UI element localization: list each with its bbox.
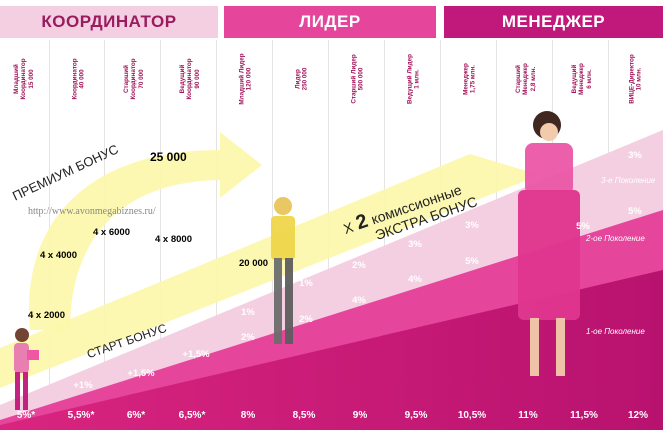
gen3-percent: 3% [628, 150, 642, 161]
deep-band [0, 270, 663, 430]
bonus-4x2000: 4 x 2000 [28, 310, 65, 321]
rank-label: Старший Лидер 500 000 [350, 54, 365, 104]
bonus-20000: 20 000 [239, 258, 269, 269]
yellow-band [0, 154, 540, 388]
woman-figure-right [518, 111, 580, 376]
gen2-percent: 3% [465, 220, 479, 231]
second-generation-label: 2-ое Поколение [586, 234, 645, 243]
gen2-percent: 1% [241, 307, 255, 318]
gen2-percent: 3% [408, 239, 422, 250]
base-percent: 5,5%* [67, 410, 95, 421]
base-percent: 10,5% [457, 410, 487, 421]
plus-bonus: +1% [73, 380, 93, 391]
bonus-4x6000: 4 x 6000 [93, 227, 130, 238]
gen1-percent: 4% [352, 295, 366, 306]
header-coordinator: КООРДИНАТОР [0, 6, 218, 38]
woman-figure-middle [271, 197, 295, 344]
base-percent: 11% [518, 410, 538, 421]
woman-figure-left [14, 328, 39, 410]
header-manager-label: МЕНЕДЖЕР [501, 12, 606, 31]
bonus-25000: 25 000 [150, 150, 187, 164]
base-percent: 8,5% [292, 410, 316, 421]
third-generation-label: 3-е Поколение [601, 176, 656, 185]
gen1-percent: 5% [465, 256, 479, 267]
header-manager: МЕНЕДЖЕР [444, 6, 663, 38]
rank-label: Ведущий Координатор 90 000 [178, 58, 201, 100]
base-percent: 6%* [126, 410, 146, 421]
bonus-4x8000: 4 x 8000 [155, 234, 192, 245]
base-percent: 12% [627, 410, 648, 421]
base-percent: 8% [240, 410, 256, 421]
column-divider [160, 40, 161, 430]
header-leader: ЛИДЕР [224, 6, 436, 38]
extra-bonus-number: 2 [353, 209, 371, 235]
gen2-percent: 5% [628, 206, 642, 217]
rank-label: Младший Лидер 120 000 [238, 53, 253, 105]
plus-bonus: +1,5% [127, 368, 155, 379]
gen1-percent: 2% [241, 332, 255, 343]
base-percent: 5%* [16, 410, 36, 421]
header-coordinator-label: КООРДИНАТОР [41, 12, 177, 31]
rank-label: Координатор 40 000 [71, 58, 86, 100]
rank-label: Лидер 250 000 [294, 67, 309, 91]
base-percent: 9,5% [404, 410, 428, 421]
rank-label: Младший Координатор 15 000 [12, 58, 35, 100]
rank-label: Менеджер 1,75 млн. [462, 63, 477, 95]
gen2-percent: 1% [299, 278, 313, 289]
base-percent: 6,5%* [178, 410, 206, 421]
rank-label: Старший Координатор 70 000 [122, 58, 145, 100]
rank-label: Старший Менеджер 2,8 млн. [514, 63, 537, 95]
gen2-percent: 2% [352, 260, 366, 271]
column-divider [216, 40, 217, 430]
first-generation-label: 1-ое Поколение [586, 327, 645, 336]
rank-label: Ведущий Лидер 1 млн. [406, 53, 421, 105]
gen1-percent: 2% [299, 314, 313, 325]
rank-label: Ведущий Менеджер 6 млн. [570, 63, 593, 95]
bonus-4x4000: 4 x 4000 [40, 250, 77, 261]
watermark-url: http://www.avonmegabiznes.ru/ [28, 206, 156, 217]
rank-label: ВИЦЕ-Директор 10 млн. [628, 54, 643, 104]
base-percent: 9% [352, 410, 368, 421]
premium-arc [28, 132, 262, 330]
base-percent: 11,5% [570, 410, 598, 421]
plus-bonus: +1,5% [182, 349, 210, 360]
gen1-percent: 4% [408, 274, 422, 285]
header-leader-label: ЛИДЕР [299, 12, 361, 31]
gen1-percent: 5% [576, 221, 590, 232]
column-divider [104, 40, 105, 430]
